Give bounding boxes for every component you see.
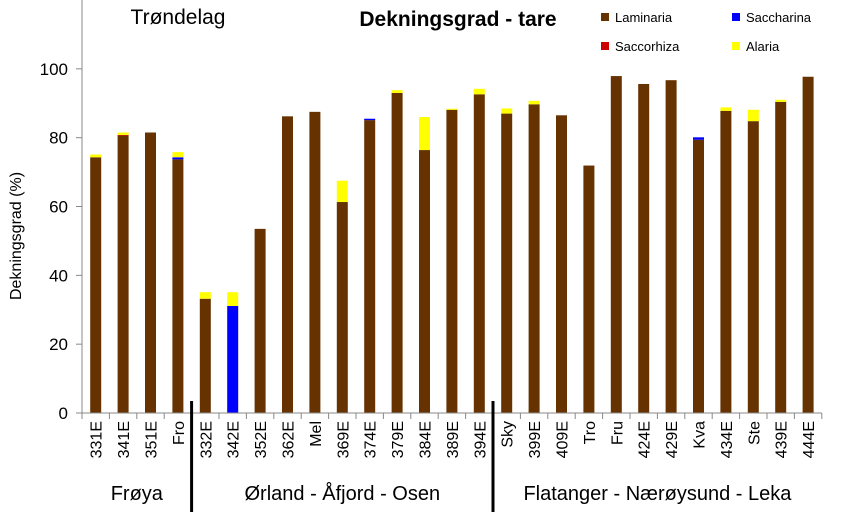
bar-segment-laminaria-394e bbox=[473, 94, 485, 413]
bar-segment-alaria-394e bbox=[473, 88, 485, 95]
bar-segment-laminaria-fro bbox=[172, 159, 184, 413]
x-tick-label: Sky bbox=[500, 421, 517, 448]
bar-segment-laminaria-331e bbox=[90, 157, 102, 413]
x-tick-label: Tro bbox=[582, 421, 599, 445]
bar-segment-alaria-ste bbox=[747, 109, 759, 122]
bar-segment-laminaria-sky bbox=[501, 113, 513, 413]
bar-segment-laminaria-362e bbox=[282, 116, 293, 413]
x-tick-label: 362E bbox=[281, 421, 298, 458]
x-tick-label: 439E bbox=[774, 421, 791, 458]
x-tick-label: 331E bbox=[89, 421, 106, 458]
bar-segment-alaria-369e bbox=[336, 180, 348, 203]
bar-segment-laminaria-tro bbox=[583, 165, 595, 413]
legend: Laminaria Saccharina Saccorhiza Alaria bbox=[601, 10, 812, 54]
x-tick-label: 379E bbox=[390, 421, 407, 458]
bar-segment-laminaria-424e bbox=[638, 83, 650, 413]
x-tick-label: 374E bbox=[363, 421, 380, 458]
bar-segment-alaria-389e bbox=[446, 108, 458, 110]
bar-segment-laminaria-409e bbox=[556, 115, 567, 413]
x-tick-label: 369E bbox=[335, 421, 352, 458]
bar-segment-alaria-399e bbox=[528, 100, 540, 105]
bar-segment-laminaria-332e bbox=[199, 298, 211, 413]
bar-segment-laminaria-434e bbox=[720, 110, 732, 414]
group-label: Ørland - Åfjord - Osen bbox=[244, 482, 440, 505]
chart-title: Dekningsgrad - tare bbox=[359, 8, 556, 31]
bar-segment-alaria-434e bbox=[720, 107, 732, 111]
x-axis: 331E 341E 351E Fro 332E 342E 352E 362E Mel 369E 37… bbox=[81, 401, 823, 512]
x-tick-label: Fro bbox=[171, 421, 188, 445]
legend-swatch-laminaria bbox=[601, 13, 609, 21]
bar-segment-laminaria-341e bbox=[117, 135, 129, 413]
x-tick-label: Fru bbox=[609, 421, 626, 445]
y-tick-label: 0 bbox=[59, 404, 68, 423]
x-tick-label: 389E bbox=[445, 421, 462, 458]
x-tick-label: 424E bbox=[637, 421, 654, 458]
bar-segment-laminaria-fru bbox=[610, 76, 622, 413]
x-tick-label: 409E bbox=[555, 421, 572, 458]
bar-segment-alaria-379e bbox=[391, 90, 403, 93]
x-tick-label: 394E bbox=[472, 421, 489, 458]
legend-label-alaria: Alaria bbox=[746, 39, 780, 54]
x-tick-label: Ste bbox=[746, 421, 763, 445]
bar-segment-laminaria-439e bbox=[775, 101, 787, 413]
x-tick-label: 429E bbox=[664, 421, 681, 458]
x-tick-label: 341E bbox=[116, 421, 133, 458]
bar-segment-alaria-341e bbox=[117, 132, 129, 135]
bar-segment-laminaria-351e bbox=[145, 132, 156, 414]
bar-segment-laminaria-399e bbox=[528, 104, 540, 413]
y-axis: 0 20 40 60 80 100 bbox=[40, 0, 83, 423]
bar-segment-laminaria-444e bbox=[802, 76, 814, 413]
legend-label-saccorhiza: Saccorhiza bbox=[615, 39, 680, 54]
y-tick-label: 20 bbox=[49, 335, 68, 354]
y-axis-label: Dekningsgrad (%) bbox=[8, 172, 25, 300]
bar-segment-alaria-sky bbox=[501, 108, 513, 114]
x-tick-label: 342E bbox=[226, 421, 243, 458]
bars bbox=[90, 76, 814, 414]
bar-segment-laminaria-mel bbox=[309, 111, 321, 414]
x-tick-label: 384E bbox=[418, 421, 435, 458]
x-tick-label: 352E bbox=[253, 421, 270, 458]
y-tick-label: 40 bbox=[49, 266, 68, 285]
x-tick-label: 444E bbox=[801, 421, 818, 458]
bar-segment-laminaria-ste bbox=[747, 121, 759, 413]
legend-label-saccharina: Saccharina bbox=[746, 10, 812, 25]
bar-segment-saccharina-kva bbox=[693, 137, 704, 140]
bar-segment-alaria-fro bbox=[172, 152, 184, 158]
legend-swatch-alaria bbox=[732, 42, 740, 50]
bar-segment-saccharina-374e bbox=[364, 118, 376, 121]
bar-segment-laminaria-kva bbox=[693, 139, 704, 413]
bar-segment-laminaria-369e bbox=[336, 202, 348, 413]
bar-segment-alaria-342e bbox=[227, 292, 239, 306]
bar-segment-alaria-332e bbox=[199, 292, 211, 299]
group-label: Flatanger - Nærøysund - Leka bbox=[523, 483, 792, 505]
region-label: Trøndelag bbox=[131, 6, 226, 29]
bar-segment-laminaria-384e bbox=[419, 150, 430, 413]
bar-segment-saccharina-342e bbox=[227, 305, 239, 413]
bar-segment-laminaria-352e bbox=[254, 228, 266, 413]
bar-segment-alaria-439e bbox=[775, 99, 787, 102]
bar-segment-laminaria-429e bbox=[665, 80, 677, 414]
y-tick-label: 60 bbox=[49, 198, 68, 217]
legend-swatch-saccharina bbox=[732, 13, 740, 21]
bar-segment-laminaria-374e bbox=[364, 120, 376, 413]
bar-segment-laminaria-379e bbox=[391, 92, 403, 414]
x-tick-label: 351E bbox=[144, 421, 161, 458]
legend-label-laminaria: Laminaria bbox=[615, 10, 673, 25]
bar-segment-alaria-331e bbox=[90, 154, 102, 158]
legend-swatch-saccorhiza bbox=[601, 42, 609, 50]
group-label: Frøya bbox=[111, 483, 164, 505]
x-tick-label: 434E bbox=[719, 421, 736, 458]
y-tick-label: 80 bbox=[49, 129, 68, 148]
y-tick-label: 100 bbox=[40, 60, 68, 79]
x-tick-label: Kva bbox=[692, 421, 709, 449]
x-tick-label: Mel bbox=[308, 421, 325, 447]
bar-segment-laminaria-389e bbox=[446, 109, 458, 413]
bar-segment-saccorhiza-341e bbox=[117, 134, 129, 136]
x-tick-label: 399E bbox=[527, 421, 544, 458]
x-tick-label: 332E bbox=[198, 421, 215, 458]
bar-segment-saccharina-fro bbox=[172, 157, 184, 160]
bar-segment-alaria-384e bbox=[419, 117, 430, 151]
